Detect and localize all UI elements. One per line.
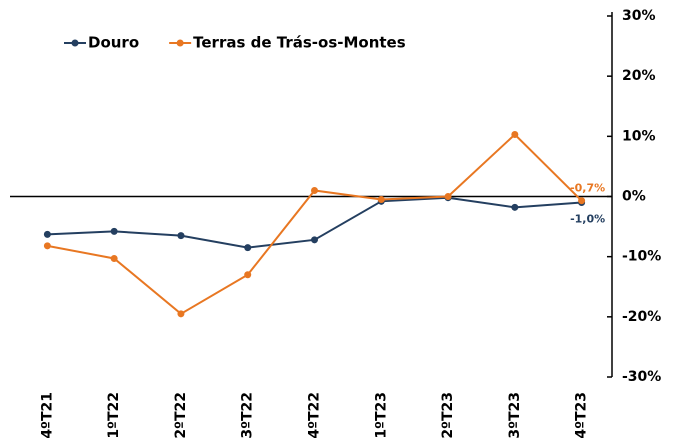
data-point: [244, 271, 252, 279]
data-point: [511, 131, 519, 139]
legend-label: Terras de Trás-os-Montes: [193, 34, 406, 52]
y-tick-label: 0%: [622, 189, 646, 205]
data-point: [311, 236, 318, 244]
data-label: -0,7%: [570, 182, 605, 195]
legend-label: Douro: [88, 34, 139, 52]
x-tick-label: 3ºT23: [507, 392, 523, 438]
x-tick-label: 1ºT22: [106, 392, 122, 438]
y-tick-label: -30%: [622, 369, 661, 385]
x-tick-label: 4ºT23: [574, 392, 590, 438]
x-tick-label: 3ºT22: [240, 392, 256, 438]
data-point: [444, 193, 452, 200]
y-tick-label: 10%: [622, 128, 656, 144]
x-tick-label: 4ºT21: [39, 392, 55, 438]
y-tick-label: 30%: [622, 8, 656, 24]
data-point: [244, 244, 252, 252]
data-point: [578, 197, 586, 205]
y-tick-label: -20%: [622, 309, 661, 325]
y-tick-label: 20%: [622, 68, 656, 84]
data-point: [177, 232, 185, 240]
data-point: [511, 203, 519, 211]
series-line: [47, 133, 583, 316]
x-tick-label: 2ºT22: [173, 392, 189, 438]
x-tick-label: 2ºT23: [440, 392, 456, 438]
y-tick-label: -10%: [622, 249, 661, 265]
data-point: [110, 254, 118, 262]
data-point: [43, 242, 51, 250]
legend-marker: [71, 39, 79, 47]
data-point: [311, 186, 318, 194]
data-point: [43, 230, 51, 238]
x-tick-label: 4ºT22: [307, 392, 323, 438]
x-tick-label: 1ºT23: [373, 392, 389, 438]
legend-marker: [176, 39, 184, 47]
data-point: [177, 310, 185, 318]
data-point: [110, 227, 118, 235]
data-label: -1,0%: [570, 213, 605, 226]
data-point: [377, 196, 385, 204]
